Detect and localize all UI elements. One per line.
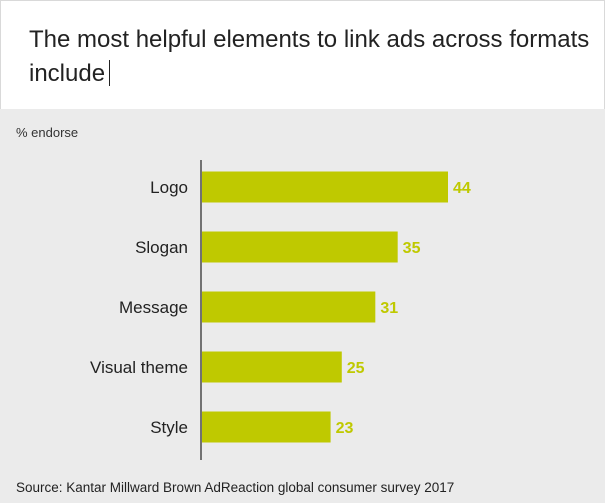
value-label: 35 [403, 240, 421, 257]
bar-style [202, 411, 331, 443]
bar-message [202, 291, 376, 323]
category-label: Logo [150, 178, 188, 197]
value-label: 23 [336, 420, 354, 437]
bar-logo [202, 171, 448, 203]
category-label: Visual theme [90, 358, 188, 377]
value-label: 44 [453, 180, 471, 197]
value-label: 31 [380, 300, 398, 317]
category-label: Style [150, 418, 188, 437]
title-panel: The most helpful elements to link ads ac… [0, 0, 605, 109]
chart-title: The most helpful elements to link ads ac… [29, 23, 599, 91]
bar-slogan [202, 231, 398, 263]
text-cursor [109, 60, 111, 86]
bar-visual-theme [202, 351, 342, 383]
category-label: Slogan [135, 238, 188, 257]
chart-title-text: The most helpful elements to link ads ac… [29, 26, 590, 87]
y-axis-label: % endorse [16, 125, 79, 140]
value-label: 25 [347, 360, 365, 377]
source-note: Source: Kantar Millward Brown AdReaction… [16, 480, 455, 495]
category-label: Message [119, 298, 188, 317]
bar-chart: Logo 44 Slogan 35 Message 31 Visual theme 25 Sty… [90, 160, 471, 460]
